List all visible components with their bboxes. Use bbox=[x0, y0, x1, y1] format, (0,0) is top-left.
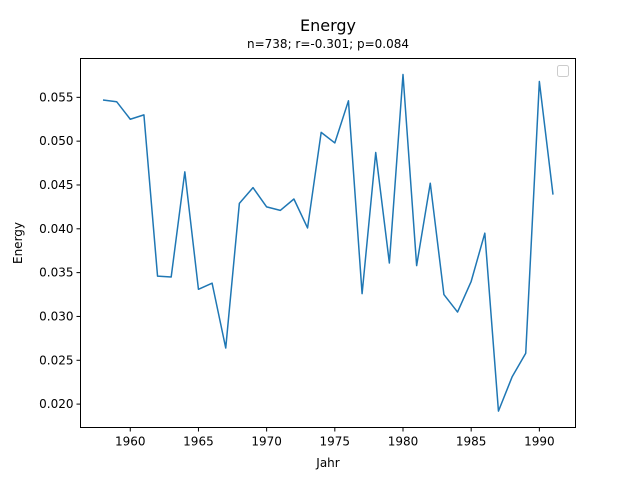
x-tick-label: 1980 bbox=[388, 435, 419, 449]
x-tick-label: 1960 bbox=[115, 435, 146, 449]
plot-area: 1960 1965 1970 1975 1980 1985 1990 0.0200.0250… bbox=[39, 58, 576, 449]
y-tick-label: 0.045 bbox=[39, 178, 73, 192]
y-tick-label: 0.050 bbox=[39, 134, 73, 148]
axes-frame bbox=[80, 58, 576, 428]
series-line bbox=[102, 73, 554, 412]
chart-subtitle: n=738; r=-0.301; p=0.084 bbox=[247, 37, 409, 51]
chart-title: Energy bbox=[300, 16, 356, 35]
y-axis: 0.020 0.025 0.030 0.035 0.040 0.045 0.050 0.055 bbox=[39, 90, 81, 411]
x-axis: 1960 1965 1970 1975 1980 1985 1990 bbox=[115, 427, 555, 449]
legend bbox=[557, 65, 569, 77]
y-axis-label: Energy bbox=[11, 222, 25, 264]
x-tick-label: 1975 bbox=[320, 435, 351, 449]
x-tick-label: 1970 bbox=[251, 435, 282, 449]
x-tick-label: 1965 bbox=[183, 435, 214, 449]
x-tick-label: 1985 bbox=[456, 435, 487, 449]
y-tick-label: 0.040 bbox=[39, 222, 73, 236]
y-tick-label: 0.055 bbox=[39, 90, 73, 104]
series-layer bbox=[102, 73, 554, 412]
y-tick-label: 0.035 bbox=[39, 266, 73, 280]
y-tick-label: 0.025 bbox=[39, 353, 73, 367]
y-tick-label: 0.030 bbox=[39, 309, 73, 323]
y-tick-label: 0.020 bbox=[39, 397, 73, 411]
x-tick-label: 1990 bbox=[524, 435, 555, 449]
x-axis-label: Jahr bbox=[315, 456, 339, 470]
